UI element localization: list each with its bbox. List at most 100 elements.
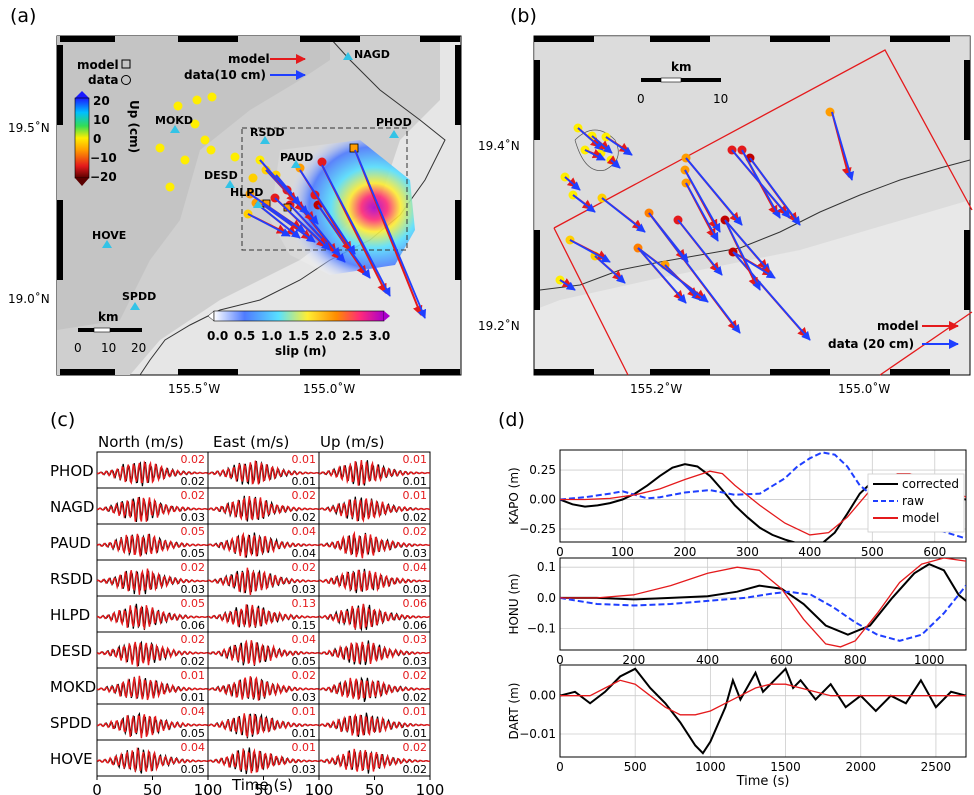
data-arrow: [724, 219, 761, 291]
y-tick-label: 0.0: [537, 591, 556, 605]
x-tick-label: 2000: [845, 760, 876, 774]
station-row-label: NAGD: [50, 498, 94, 516]
data-arrow: [584, 149, 606, 161]
data-arrow: [594, 255, 626, 284]
x-tick-label: 300: [736, 545, 759, 559]
synthetic-peak-value: 0.02: [181, 489, 206, 502]
data-arrow: [732, 251, 776, 279]
station-label-desd: DESD: [204, 169, 238, 182]
svg-text:155.0˚W: 155.0˚W: [838, 381, 890, 396]
synthetic-peak-value: 0.06: [403, 597, 428, 610]
x-tick-label: 0: [556, 545, 564, 559]
data-arrow: [610, 159, 621, 169]
data-arrow: [255, 202, 301, 239]
synthetic-trace: [318, 569, 431, 592]
observed-peak-value: 0.02: [403, 763, 428, 776]
synthetic-peak-value: 0.01: [403, 705, 428, 718]
colorbar-slip: 0.0 0.5 1.0 1.5 2.0 2.5 3.0 slip (m): [207, 310, 390, 358]
station-label-spdd: SPDD: [122, 290, 156, 303]
synthetic-trace: [96, 497, 209, 522]
chart-frame: [559, 557, 967, 651]
synthetic-trace: [207, 604, 320, 628]
synthetic-peak-value: 0.01: [403, 453, 428, 466]
synthetic-trace: [318, 713, 430, 737]
observed-peak-value: 0.02: [181, 475, 206, 488]
data-arrow: [732, 251, 811, 341]
data-arrow: [731, 149, 791, 219]
data-arrow: [648, 212, 741, 334]
col-title-east: East (m/s): [213, 433, 289, 451]
synthetic-trace: [318, 677, 431, 700]
synthetic-peak-value: 0.03: [403, 633, 428, 646]
synthetic-trace: [96, 746, 209, 774]
panel-d: (d) 0 100 200 300 400 500 6000.250.00−0.25KAPO…: [498, 409, 967, 789]
x-tick-label: 500: [624, 760, 647, 774]
legend-entry: model: [902, 511, 939, 525]
station-row-label: PHOD: [50, 462, 94, 480]
data-arrow: [591, 135, 613, 154]
synthetic-peak-value: 0.02: [181, 633, 206, 646]
gps-station-dot: [248, 173, 258, 183]
svg-text:20: 20: [93, 94, 110, 108]
observed-peak-value: 0.03: [181, 511, 206, 524]
series-model: [560, 558, 966, 648]
data-arrow: [637, 247, 687, 304]
legend-entry: raw: [902, 494, 924, 508]
x-tick-label: 200: [673, 545, 696, 559]
svg-text:−10: −10: [90, 151, 117, 165]
synthetic-peak-value: 0.04: [181, 741, 206, 754]
station-marker-hlpd: [253, 200, 263, 208]
station-label-hlpd: HLPD: [230, 186, 263, 199]
marker-legend-data: data: [88, 73, 119, 87]
synthetic-trace: [318, 748, 431, 772]
y-tick-label: −0.01: [519, 727, 556, 741]
synthetic-peak-value: 0.05: [181, 597, 206, 610]
observed-peak-value: 0.03: [403, 583, 428, 596]
y-tick-label: 0.25: [529, 463, 556, 477]
synthetic-peak-value: 0.13: [292, 597, 317, 610]
synthetic-peak-value: 0.04: [292, 525, 317, 538]
synthetic-trace: [318, 641, 431, 665]
x-tick-label: 100: [194, 781, 223, 795]
gps-station-dot: [192, 95, 202, 105]
gps-station-dot: [180, 155, 190, 165]
observed-peak-value: 0.03: [403, 655, 428, 668]
x-tick-label: 600: [770, 653, 793, 667]
x-tick-label: 100: [416, 781, 445, 795]
synthetic-peak-value: 0.02: [292, 561, 317, 574]
panel-c-xlabel: Time (s): [231, 776, 293, 794]
chart-frame: [559, 664, 967, 758]
displacement-arrows-a: [247, 149, 427, 319]
synthetic-trace: [96, 675, 209, 701]
y-axis-label: KAPO (m): [507, 467, 521, 524]
y-tick-label: 0.00: [529, 493, 556, 507]
col-title-north: North (m/s): [98, 433, 184, 451]
data-arrow: [261, 203, 316, 243]
station-marker-paud: [291, 160, 301, 168]
svg-text:20: 20: [131, 341, 146, 355]
svg-text:km: km: [671, 60, 691, 74]
gps-station-dot: [190, 119, 200, 129]
synthetic-peak-value: 0.02: [403, 669, 428, 682]
x-tick-label: 0: [556, 760, 564, 774]
x-tick-label: 50: [254, 781, 273, 795]
observed-peak-value: 0.01: [181, 691, 206, 704]
chart-legend: corrected raw model: [867, 473, 965, 533]
svg-text:−20: −20: [90, 170, 117, 184]
data-arrow: [299, 169, 356, 255]
legend-b: model data (20 cm): [828, 319, 959, 351]
panel-b: (b) 19.4˚N 19.2˚N 155.2˚W 155.0˚W km 0 1…: [478, 5, 973, 396]
gps-station-dot: [173, 101, 183, 111]
x-tick-label: 50: [365, 781, 384, 795]
x-axis-label: Time (s): [736, 774, 790, 789]
station-row-label: DESD: [50, 642, 92, 660]
station-label-paud: PAUD: [280, 151, 313, 164]
synthetic-trace: [207, 496, 320, 521]
synthetic-trace: [319, 603, 430, 631]
data-arrow: [569, 239, 611, 263]
station-row-label: RSDD: [50, 570, 93, 588]
data-arrow: [572, 194, 596, 213]
svg-text:19.4˚N: 19.4˚N: [478, 138, 520, 153]
data-arrow: [684, 169, 721, 233]
